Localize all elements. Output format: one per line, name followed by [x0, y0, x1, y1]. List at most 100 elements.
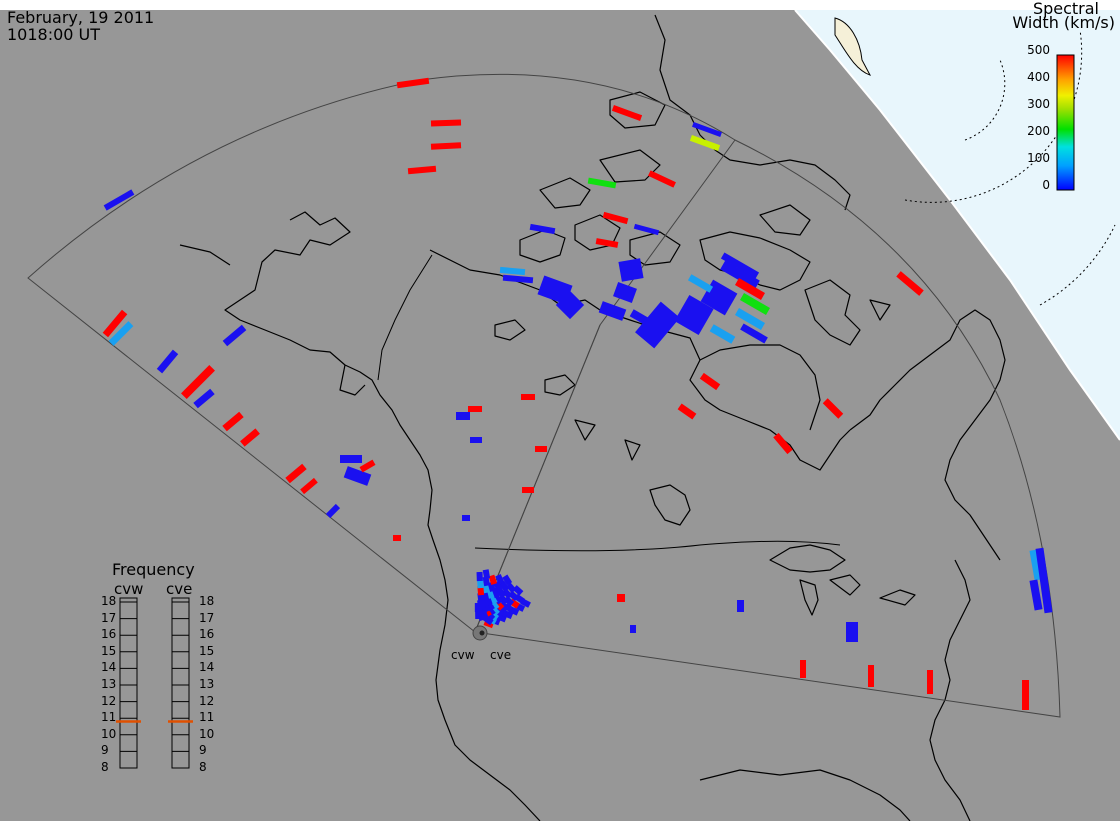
freq-level-label-left: 15: [101, 643, 117, 658]
freq-level-label-right: 18: [199, 594, 215, 608]
echo-cell: [325, 503, 341, 519]
freq-level-label-left: 17: [101, 610, 117, 625]
echo-cell: [735, 308, 765, 330]
echo-cell: [499, 581, 510, 592]
freq-bar-cve: [171, 597, 190, 769]
colorbar-title-line1: Spectral: [1032, 0, 1099, 18]
echo-cell: [475, 609, 482, 620]
echo-cell: [720, 260, 760, 290]
sunlit-polar-region: [795, 10, 1120, 440]
radar-label-cvw: cvw: [451, 648, 475, 662]
colorbar-tick: 400: [1027, 70, 1050, 84]
echo-cell: [462, 515, 470, 521]
freq-level-label-left: 10: [101, 726, 117, 741]
freq-level-label-right: 8: [199, 760, 207, 774]
echo-cell: [740, 323, 768, 344]
echo-cell: [602, 211, 629, 225]
freq-level-label-right: 11: [199, 710, 215, 725]
echo-cell: [340, 455, 362, 463]
freq-level-label-left: 18: [101, 594, 117, 608]
echo-cell: [618, 258, 644, 282]
echo-cell: [468, 406, 482, 412]
echo-cell: [488, 574, 498, 586]
header-date: February, 19 2011: [7, 8, 155, 27]
political-boundaries: [377, 254, 841, 552]
echo-cell: [598, 301, 627, 321]
freq-label-cvw: cvw: [114, 580, 144, 598]
echo-cell: [470, 437, 482, 443]
echo-cell: [633, 223, 660, 236]
echo-cell: [193, 388, 215, 409]
echo-cell: [1029, 579, 1043, 611]
echo-cell: [687, 274, 714, 293]
freq-level-label-right: 15: [199, 643, 215, 658]
colorbar-tick: 200: [1027, 124, 1050, 138]
echo-cell: [343, 466, 372, 486]
echo-cell: [430, 119, 462, 127]
echo-cell: [692, 122, 722, 137]
echo-cell: [393, 535, 401, 541]
header-time: 1018:00 UT: [7, 25, 101, 44]
echo-cell: [108, 321, 134, 346]
echo-cell: [474, 603, 481, 613]
freq-label-cve: cve: [166, 580, 193, 598]
echo-cell: [535, 446, 547, 452]
colorbar: [1056, 54, 1075, 191]
echo-cell: [430, 142, 462, 150]
echo-cell: [648, 170, 676, 188]
title-strip: [0, 0, 1120, 10]
echo-cell: [456, 412, 470, 420]
echo-cell: [927, 670, 933, 694]
freq-level-label-left: 13: [101, 677, 117, 691]
echo-cell: [407, 165, 437, 175]
colorbar-tick: 500: [1027, 43, 1050, 57]
latitude-circle-3: [1039, 224, 1116, 306]
echo-cell: [505, 582, 517, 594]
echo-cell: [737, 600, 744, 612]
echo-cell: [1022, 680, 1029, 710]
freq-level-label-left: 16: [101, 627, 117, 642]
echo-cell: [285, 463, 307, 484]
echo-cell: [674, 295, 714, 335]
echo-cell: [587, 177, 617, 189]
echo-cell: [689, 135, 721, 151]
freq-level-label-left: 8: [101, 760, 109, 774]
echo-cell: [617, 594, 625, 602]
echo-cell: [103, 189, 135, 211]
echo-cell: [493, 599, 505, 611]
freq-level-label-right: 14: [199, 660, 215, 675]
echo-cell: [611, 105, 643, 121]
echo-cell: [240, 428, 260, 447]
echo-cell: [773, 432, 793, 455]
freq-bar-cvw: [119, 597, 138, 769]
colorbar-scale: [1056, 54, 1075, 191]
freq-level-label-right: 12: [199, 693, 215, 708]
echo-cell: [477, 578, 484, 589]
echo-cell: [555, 290, 585, 320]
echo-cell: [896, 271, 924, 296]
echo-cell: [502, 274, 534, 284]
freq-level-label-right: 16: [199, 627, 215, 642]
echo-cell: [476, 571, 483, 582]
colorbar-tick: 100: [1027, 151, 1050, 165]
frequency-panel: [116, 597, 193, 769]
echo-cell: [630, 625, 636, 633]
echo-cell: [481, 583, 490, 594]
echo-cell: [740, 293, 770, 315]
freq-level-label-left: 11: [101, 710, 117, 725]
echo-cell: [181, 365, 215, 399]
echo-cell: [635, 301, 680, 349]
echo-cell: [522, 487, 534, 493]
echo-cell: [677, 403, 697, 420]
greenland-tip: [834, 17, 872, 76]
echo-cell: [529, 223, 556, 235]
echo-cell: [512, 585, 524, 596]
echo-cell: [499, 266, 526, 276]
latitude-circle-2: [904, 29, 1083, 203]
echo-cell: [846, 622, 858, 642]
frequency-title: Frequency: [112, 560, 195, 579]
echo-cell: [822, 398, 844, 419]
freq-level-label-right: 9: [199, 743, 207, 758]
echo-cell: [102, 309, 128, 338]
echo-cell: [699, 372, 721, 391]
